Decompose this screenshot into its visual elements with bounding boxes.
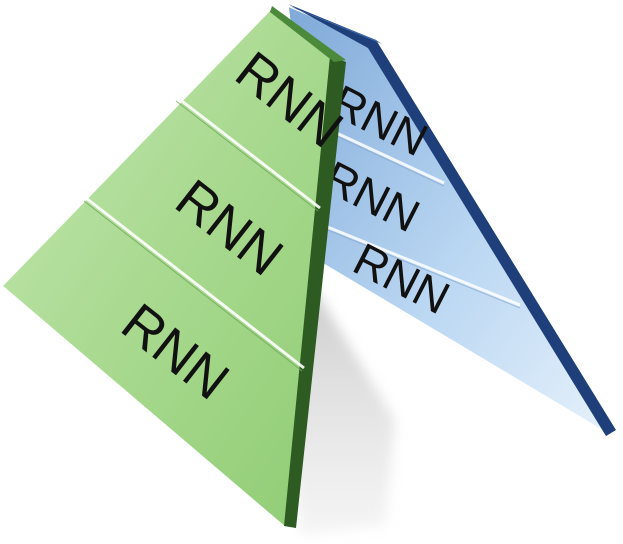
- front-stack: RNN RNN RNN: [0, 6, 354, 530]
- back-stack-edge-highlight: [290, 6, 382, 44]
- front-stack-divider: [175, 100, 319, 212]
- panel-shadow: [292, 265, 395, 535]
- back-stack-divider: [324, 228, 521, 309]
- back-stack-edge: [288, 4, 616, 436]
- front-stack-edge: [284, 56, 346, 528]
- back-stack: RNN RNN RNN: [287, 4, 616, 436]
- front-stack-edge-top: [270, 6, 346, 62]
- front-stack-divider: [85, 196, 305, 370]
- back-stack-divider: [329, 132, 445, 187]
- back-stack-divider: [329, 128, 445, 185]
- front-stack-divider: [177, 96, 321, 210]
- back-stack-divider: [324, 224, 521, 307]
- front-stack-divider: [83, 200, 303, 372]
